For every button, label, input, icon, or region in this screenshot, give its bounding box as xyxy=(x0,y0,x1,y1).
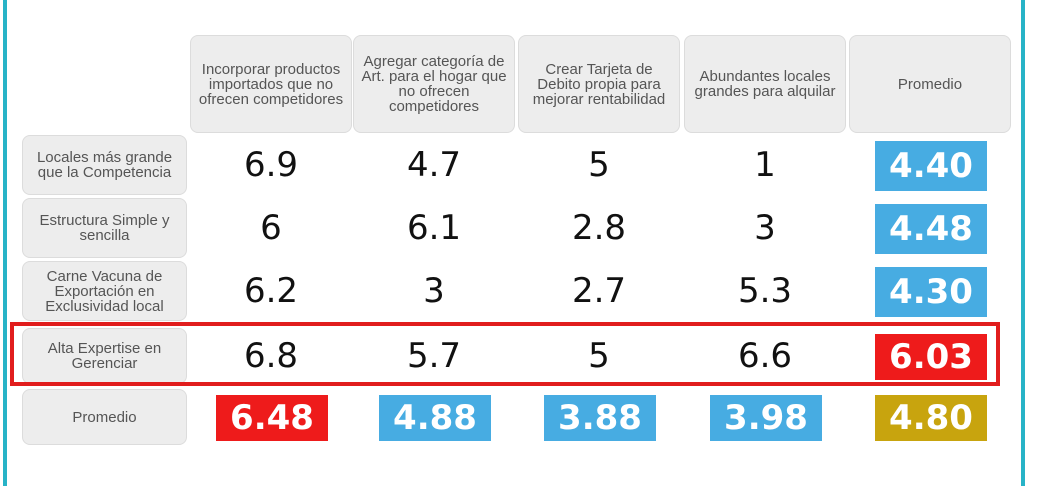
column-header: Promedio xyxy=(849,35,1011,133)
cell-value: 2.8 xyxy=(571,208,627,248)
cell-value: 2.7 xyxy=(571,271,627,311)
cell-value: 5 xyxy=(588,336,610,376)
average-badge: 4.88 xyxy=(379,395,491,441)
cell-value: 5.7 xyxy=(406,336,462,376)
cell-value: 5 xyxy=(588,145,610,185)
column-header: Agregar categoría de Art. para el hogar … xyxy=(353,35,515,133)
row-header: Estructura Simple y sencilla xyxy=(22,198,187,258)
column-header: Incorporar productos importados que no o… xyxy=(190,35,352,133)
cell-value: 6.6 xyxy=(737,336,793,376)
cell-value: 5.3 xyxy=(737,271,793,311)
average-badge: 4.48 xyxy=(875,204,987,254)
average-badge: 6.48 xyxy=(216,395,328,441)
average-badge: 4.80 xyxy=(875,395,987,441)
cell-value: 1 xyxy=(754,145,776,185)
average-badge: 3.88 xyxy=(544,395,656,441)
row-highlight xyxy=(10,322,1000,386)
cell-value: 3 xyxy=(754,208,776,248)
cell-value: 3 xyxy=(423,271,445,311)
average-badge: 6.03 xyxy=(875,334,987,380)
frame xyxy=(3,0,1025,486)
average-badge: 4.30 xyxy=(875,267,987,317)
cell-value: 6 xyxy=(260,208,282,248)
row-header: Locales más grande que la Competencia xyxy=(22,135,187,195)
cell-value: 4.7 xyxy=(406,145,462,185)
row-header: Carne Vacuna de Exportación en Exclusivi… xyxy=(22,261,187,321)
average-badge: 4.40 xyxy=(875,141,987,191)
cell-value: 6.2 xyxy=(243,271,299,311)
average-badge: 3.98 xyxy=(710,395,822,441)
row-header: Alta Expertise en Gerenciar xyxy=(22,328,187,384)
cell-value: 6.8 xyxy=(243,336,299,376)
cell-value: 6.9 xyxy=(243,145,299,185)
row-header: Promedio xyxy=(22,389,187,445)
column-header: Abundantes locales grandes para alquilar xyxy=(684,35,846,133)
column-header: Crear Tarjeta de Debito propia para mejo… xyxy=(518,35,680,133)
cell-value: 6.1 xyxy=(406,208,462,248)
